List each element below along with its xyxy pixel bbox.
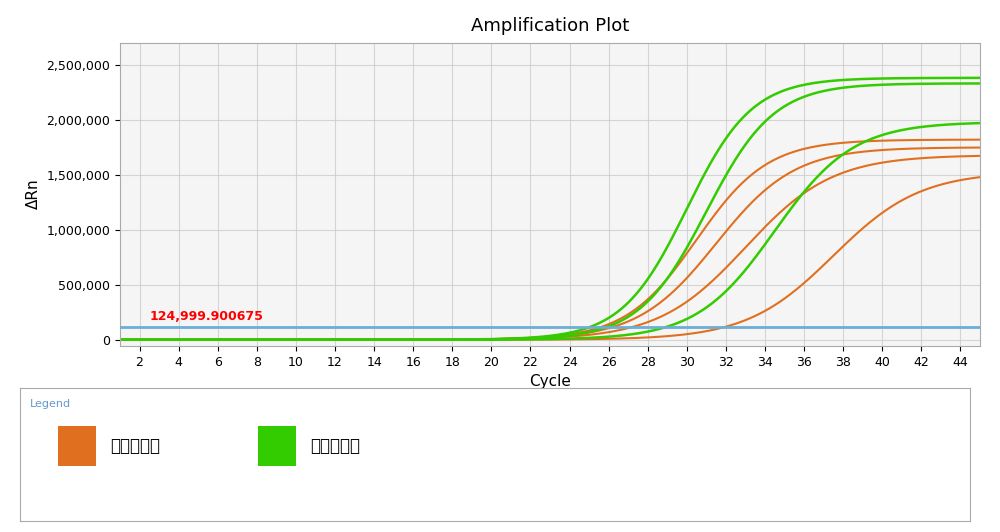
Text: Legend: Legend	[30, 399, 71, 409]
Text: 124,999.900675: 124,999.900675	[149, 310, 263, 323]
FancyBboxPatch shape	[258, 426, 296, 466]
Title: Amplification Plot: Amplification Plot	[471, 18, 629, 36]
Y-axis label: ΔRn: ΔRn	[26, 179, 41, 210]
FancyBboxPatch shape	[58, 426, 96, 466]
Text: 对照释放剂: 对照释放剂	[310, 437, 360, 454]
Text: 达安释放剂: 达安释放剂	[110, 437, 160, 454]
X-axis label: Cycle: Cycle	[529, 374, 571, 389]
